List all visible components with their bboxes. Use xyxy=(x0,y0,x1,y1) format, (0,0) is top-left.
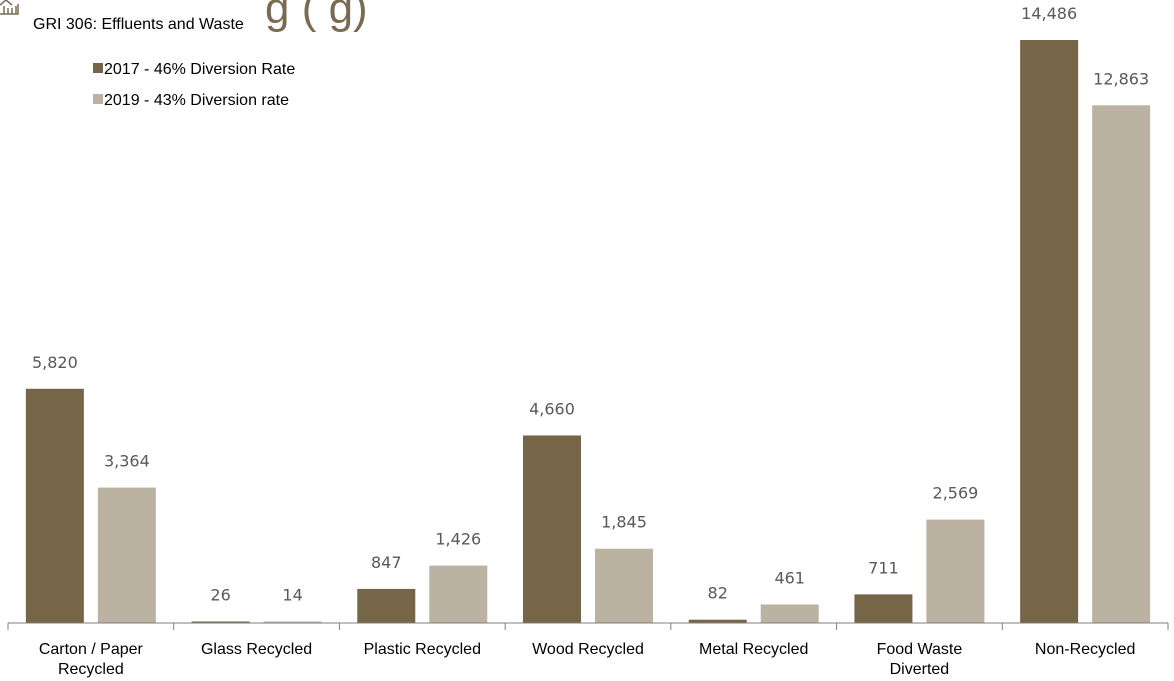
value-label-2019-1: 14 xyxy=(282,586,302,605)
chart-subtitle: GRI 306: Effluents and Waste xyxy=(33,16,244,33)
value-label-2019-2: 1,426 xyxy=(435,530,481,549)
value-label-2017-1: 26 xyxy=(210,586,230,605)
category-label-6: Non-Recycled xyxy=(1035,641,1135,658)
value-label-2017-4: 82 xyxy=(708,584,728,603)
value-label-2017-6: 14,486 xyxy=(1021,4,1077,23)
category-label-4: Metal Recycled xyxy=(699,641,808,658)
value-label-2017-5: 711 xyxy=(868,558,899,577)
x-axis xyxy=(7,622,1169,630)
legend-label-2017: 2017 - 46% Diversion Rate xyxy=(104,61,295,78)
value-label-2019-5: 2,569 xyxy=(933,484,979,503)
bar-2019-2 xyxy=(429,565,488,623)
bar-2017-5 xyxy=(854,594,913,623)
value-label-2019-0: 3,364 xyxy=(104,452,150,471)
value-label-2019-3: 1,845 xyxy=(601,513,647,532)
value-label-2017-3: 4,660 xyxy=(529,399,575,418)
bar-2019-4 xyxy=(760,604,819,623)
bar-2019-3 xyxy=(595,548,653,623)
legend: 2017 - 46% Diversion Rate 2019 - 43% Div… xyxy=(93,61,295,109)
bar-2017-4 xyxy=(688,619,747,623)
bar-2019-5 xyxy=(926,519,985,623)
logo-icon xyxy=(0,0,19,15)
bar-2019-1 xyxy=(263,621,322,623)
category-label-0: Carton / Paper Recycled xyxy=(39,641,144,678)
value-labels: 5,820 3,364 26 14 847 1,426 4,660 1,845 82 461 711… xyxy=(32,4,1149,605)
value-label-2019-4: 461 xyxy=(774,568,805,587)
category-label-2: Plastic Recycled xyxy=(364,641,481,658)
bar-2019-6 xyxy=(1092,105,1151,624)
category-labels: Carton / Paper Recycled Glass Recycled Plas… xyxy=(39,641,1136,678)
legend-label-2019: 2019 - 43% Diversion rate xyxy=(104,92,289,109)
value-label-2017-2: 847 xyxy=(371,553,402,572)
category-label-1: Glass Recycled xyxy=(201,641,312,658)
bars xyxy=(25,40,1151,624)
legend-swatch-2017 xyxy=(93,63,103,73)
bar-2019-0 xyxy=(97,487,156,623)
bar-2017-6 xyxy=(1020,40,1079,623)
category-label-3: Wood Recycled xyxy=(532,641,644,658)
bar-2017-3 xyxy=(523,435,581,623)
legend-swatch-2019 xyxy=(93,94,103,104)
chart-title-partial: g ( g) xyxy=(265,0,368,33)
bar-2017-1 xyxy=(191,621,250,623)
value-label-2019-6: 12,863 xyxy=(1093,69,1149,88)
value-label-2017-0: 5,820 xyxy=(32,353,78,372)
bar-2017-0 xyxy=(25,388,84,623)
bar-2017-2 xyxy=(357,588,416,623)
category-label-5: Food Waste Diverted xyxy=(877,641,963,678)
